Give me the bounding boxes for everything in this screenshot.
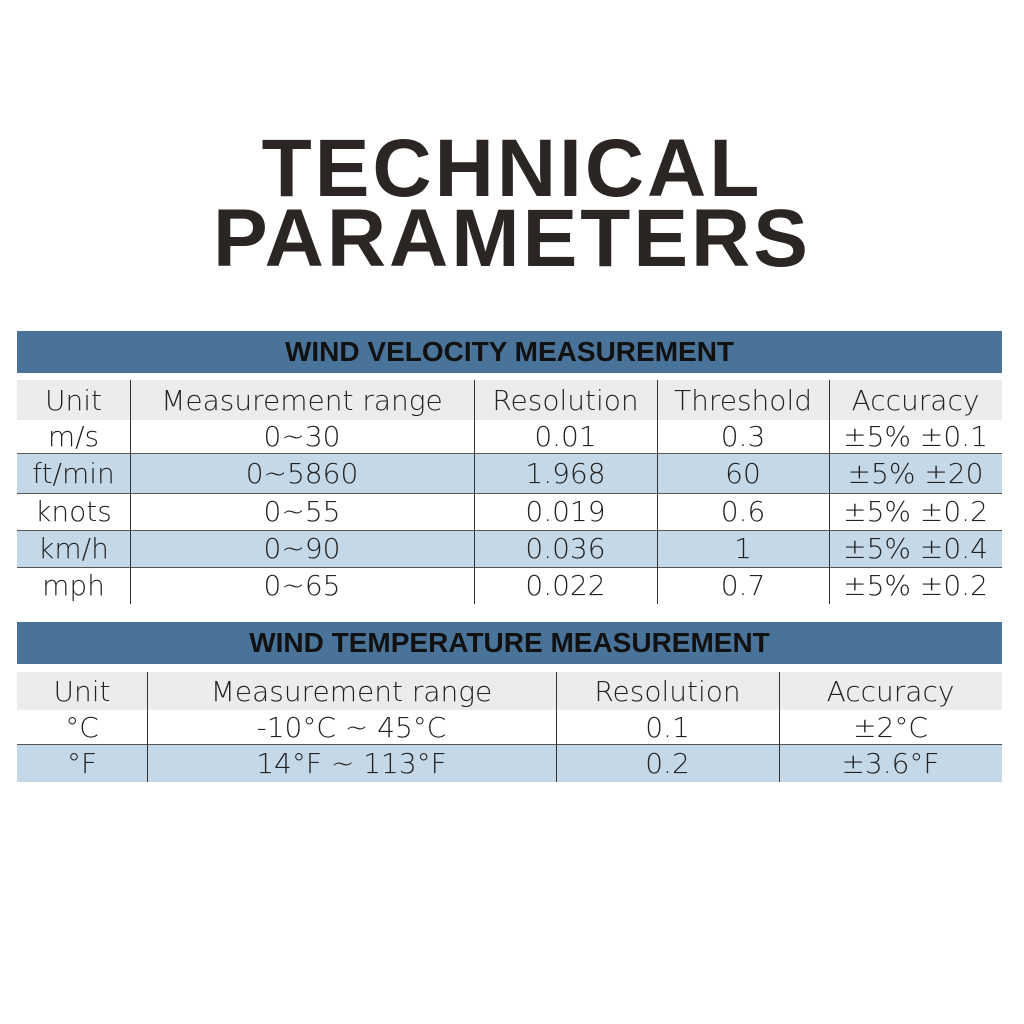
table-cell: ±2°C [853, 710, 928, 744]
column-header: Threshold [674, 383, 812, 417]
table-cell: 0~30 [263, 420, 341, 453]
column-divider [147, 672, 148, 782]
row-divider [17, 567, 1002, 568]
table-cell: °C [65, 710, 99, 744]
table-cell: 0~90 [263, 532, 341, 565]
header-row-bg [17, 672, 1002, 710]
column-divider [829, 380, 830, 604]
column-header: Unit [53, 674, 111, 708]
table-cell: mph [42, 569, 105, 602]
column-divider [657, 380, 658, 604]
table-cell: °F [66, 746, 98, 780]
row-bg [17, 453, 1002, 493]
table-title: WIND TEMPERATURE MEASUREMENT [17, 622, 1002, 664]
table-cell: 0.2 [645, 746, 690, 780]
table-cell: 0.6 [720, 495, 766, 528]
table-cell: -10°C ~ 45°C [256, 710, 447, 744]
column-header: Unit [45, 383, 102, 417]
table-cell: 0.3 [720, 420, 766, 453]
table-cell: ±5% ±0.4 [843, 532, 988, 565]
row-bg [17, 744, 1002, 782]
row-divider [17, 453, 1002, 454]
table-cell: 0.019 [525, 495, 606, 528]
table-title: WIND VELOCITY MEASUREMENT [17, 331, 1002, 373]
table-cell: 1.968 [525, 456, 606, 490]
table-cell: 14°F ~ 113°F [256, 746, 447, 780]
table-cell: 0.7 [720, 569, 766, 602]
row-bg [17, 530, 1002, 567]
title-line: PARAMETERS [213, 193, 811, 284]
table-cell: ±5% ±0.1 [843, 420, 988, 453]
column-header: Measurement range [161, 383, 443, 417]
table-cell: 0.036 [525, 532, 606, 565]
table-cell: 0~55 [263, 495, 341, 528]
column-header: Accuracy [826, 674, 955, 708]
column-header: Accuracy [851, 383, 980, 417]
table-cell: ±5% ±0.2 [843, 495, 988, 528]
table-cell: 0~65 [263, 569, 341, 602]
header-row-bg [17, 380, 1002, 420]
column-header: Resolution [594, 674, 741, 708]
column-divider [556, 672, 557, 782]
table-cell: ±3.6°F [841, 746, 940, 780]
title-line: TECHNICAL [261, 123, 763, 214]
table-cell: knots [35, 495, 112, 528]
table-cell: ±5% ±20 [847, 456, 984, 490]
table-cell: m/s [47, 420, 100, 453]
column-divider [779, 672, 780, 782]
column-header: Measurement range [210, 674, 493, 708]
table-cell: ft/min [32, 456, 115, 490]
table-cell: 0.01 [534, 420, 597, 453]
table-cell: ±5% ±0.2 [843, 569, 988, 602]
table-cell: 1 [734, 532, 752, 565]
row-divider [17, 493, 1002, 494]
column-header: Resolution [492, 383, 639, 417]
table-cell: 60 [725, 456, 761, 490]
column-divider [130, 380, 131, 604]
row-divider [17, 530, 1002, 531]
table-cell: 0.1 [645, 710, 690, 744]
table-cell: 0~5860 [245, 456, 359, 490]
table-cell: km/h [38, 532, 109, 565]
row-divider [17, 744, 1002, 745]
column-divider [474, 380, 475, 604]
table-cell: 0.022 [525, 569, 606, 602]
